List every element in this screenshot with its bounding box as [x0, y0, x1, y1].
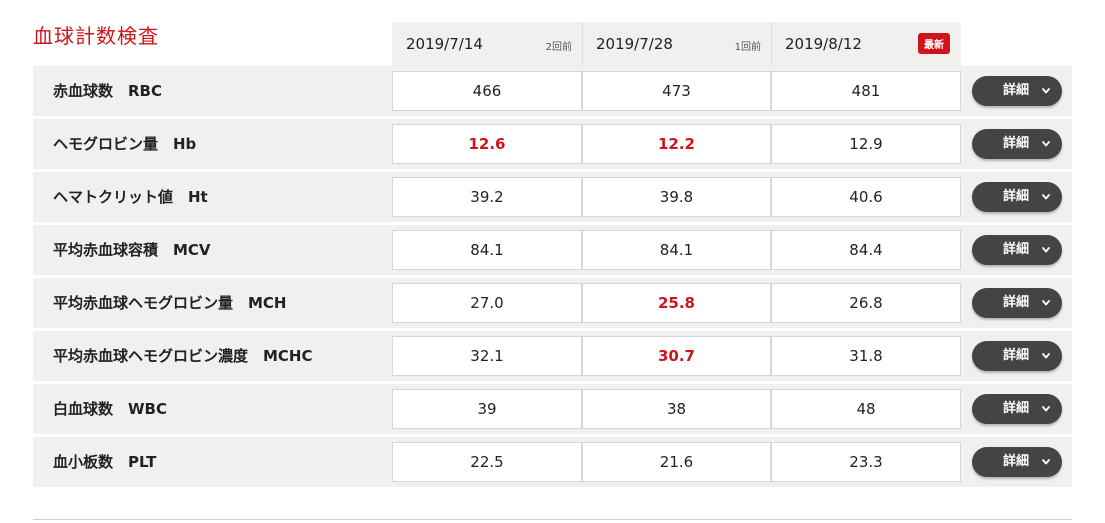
detail-button-label: 詳細	[1003, 454, 1030, 469]
value-cell: 84.1	[392, 230, 582, 270]
value-cell-flagged: 30.7	[582, 336, 771, 376]
value-cell: 39.2	[392, 177, 582, 217]
value-cell: 466	[392, 71, 582, 111]
value-cell: 40.6	[771, 177, 961, 217]
value-cell-flagged: 25.8	[582, 283, 771, 323]
page-title: 血球計数検査	[33, 24, 159, 48]
detail-button-label: 詳細	[1003, 189, 1030, 204]
value-cell: 26.8	[771, 283, 961, 323]
value-cell: 39	[392, 389, 582, 429]
test-item-label: 赤血球数 RBC	[53, 82, 162, 100]
table-row: ヘモグロビン量 Hb 12.6 12.2 12.9 詳細	[33, 119, 1072, 169]
visits-ago-label: 1回前	[734, 42, 761, 53]
value-cell: 38	[582, 389, 771, 429]
bottom-divider	[33, 519, 1072, 520]
chevron-down-icon	[1042, 353, 1050, 359]
value-cell: 48	[771, 389, 961, 429]
detail-button-label: 詳細	[1003, 401, 1030, 416]
table-row: 血小板数 PLT 22.5 21.6 23.3 詳細	[33, 437, 1072, 487]
chevron-down-icon	[1042, 141, 1050, 147]
value-cell-flagged: 12.6	[392, 124, 582, 164]
value-cell: 473	[582, 71, 771, 111]
test-item-label: 白血球数 WBC	[53, 400, 167, 418]
value-cell: 23.3	[771, 442, 961, 482]
detail-button-label: 詳細	[1003, 295, 1030, 310]
header-divider	[582, 22, 583, 66]
test-item-label: 血小板数 PLT	[53, 453, 157, 471]
detail-button-label: 詳細	[1003, 136, 1030, 151]
detail-button-label: 詳細	[1003, 348, 1030, 363]
test-item-label: ヘマトクリット値 Ht	[53, 188, 208, 206]
exam-date: 2019/7/28	[596, 35, 673, 53]
header-divider	[771, 22, 772, 66]
detail-button[interactable]: 詳細	[972, 129, 1062, 159]
detail-button[interactable]: 詳細	[972, 235, 1062, 265]
chevron-down-icon	[1042, 406, 1050, 412]
date-column-header: 2019/7/28 1回前	[582, 22, 771, 66]
value-cell: 22.5	[392, 442, 582, 482]
detail-button-label: 詳細	[1003, 83, 1030, 98]
value-cell: 39.8	[582, 177, 771, 217]
detail-button[interactable]: 詳細	[972, 394, 1062, 424]
test-item-label: 平均赤血球ヘモグロビン量 MCH	[53, 294, 287, 312]
exam-date: 2019/8/12	[785, 35, 862, 53]
table-row: 平均赤血球ヘモグロビン量 MCH 27.0 25.8 26.8 詳細	[33, 278, 1072, 328]
value-cell-flagged: 12.2	[582, 124, 771, 164]
value-cell: 12.9	[771, 124, 961, 164]
detail-button[interactable]: 詳細	[972, 76, 1062, 106]
table-row: ヘマトクリット値 Ht 39.2 39.8 40.6 詳細	[33, 172, 1072, 222]
detail-button-label: 詳細	[1003, 242, 1030, 257]
value-cell: 27.0	[392, 283, 582, 323]
test-item-label: ヘモグロビン量 Hb	[53, 135, 197, 153]
latest-badge: 最新	[918, 33, 950, 54]
value-cell: 84.1	[582, 230, 771, 270]
value-cell: 32.1	[392, 336, 582, 376]
value-cell: 481	[771, 71, 961, 111]
detail-button[interactable]: 詳細	[972, 341, 1062, 371]
table-row: 白血球数 WBC 39 38 48 詳細	[33, 384, 1072, 434]
date-column-header: 2019/8/12 最新	[771, 22, 961, 66]
visits-ago-label: 2回前	[545, 42, 572, 53]
value-cell: 84.4	[771, 230, 961, 270]
test-item-label: 平均赤血球ヘモグロビン濃度 MCHC	[53, 347, 313, 365]
table-row: 平均赤血球ヘモグロビン濃度 MCHC 32.1 30.7 31.8 詳細	[33, 331, 1072, 381]
detail-button[interactable]: 詳細	[972, 288, 1062, 318]
table-row: 赤血球数 RBC 466 473 481 詳細	[33, 66, 1072, 116]
chevron-down-icon	[1042, 194, 1050, 200]
date-column-header: 2019/7/14 2回前	[392, 22, 582, 66]
chevron-down-icon	[1042, 459, 1050, 465]
chevron-down-icon	[1042, 300, 1050, 306]
value-cell: 21.6	[582, 442, 771, 482]
table-row: 平均赤血球容積 MCV 84.1 84.1 84.4 詳細	[33, 225, 1072, 275]
value-cell: 31.8	[771, 336, 961, 376]
detail-button[interactable]: 詳細	[972, 447, 1062, 477]
detail-button[interactable]: 詳細	[972, 182, 1062, 212]
chevron-down-icon	[1042, 247, 1050, 253]
chevron-down-icon	[1042, 88, 1050, 94]
test-item-label: 平均赤血球容積 MCV	[53, 241, 211, 259]
exam-date: 2019/7/14	[406, 35, 483, 53]
